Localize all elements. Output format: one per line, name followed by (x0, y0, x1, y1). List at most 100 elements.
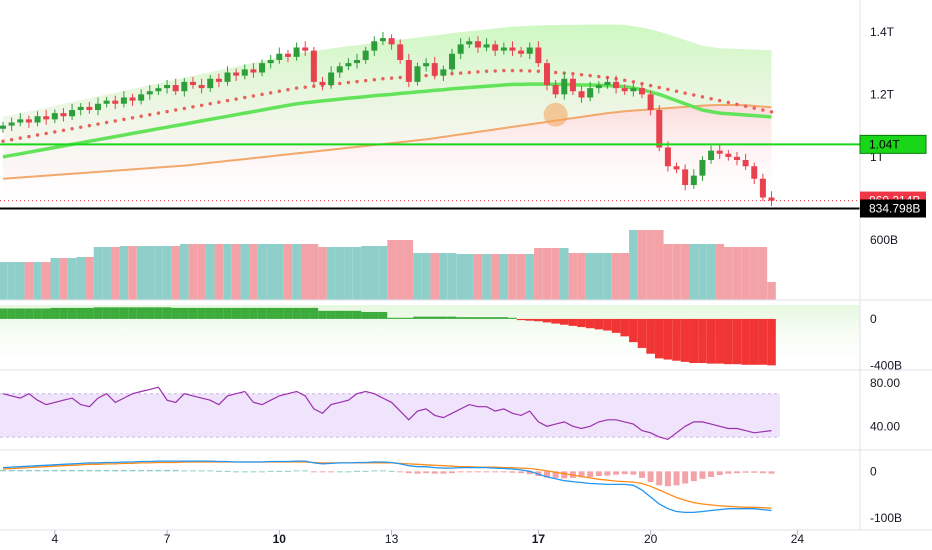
flow-bar (128, 307, 137, 319)
candle-body (17, 119, 24, 123)
candle-body (509, 47, 516, 51)
flow-bar (490, 317, 500, 319)
flow-bar (413, 316, 422, 319)
volume-bar (93, 247, 103, 300)
ma-dot (286, 87, 290, 92)
candle-body (725, 153, 732, 157)
ma-dot (139, 114, 143, 118)
ma-dot (96, 122, 100, 126)
macd-hist-bar (759, 471, 766, 474)
volume-bar (568, 253, 578, 300)
candle-body (120, 97, 127, 104)
flow-bar (585, 318, 595, 329)
candle-body (310, 50, 317, 82)
flow-bar (732, 318, 742, 365)
volume-bar (154, 246, 163, 300)
volume-bar (741, 247, 750, 300)
volume-bar (76, 257, 86, 300)
flow-panel (0, 305, 860, 374)
ma-dot (424, 73, 428, 78)
candle-body (51, 113, 58, 120)
flow-bar (525, 318, 535, 321)
volume-bar (378, 246, 388, 300)
candle-body (284, 53, 291, 57)
ma-dot (752, 106, 756, 110)
volume-bar (456, 254, 465, 300)
candle-body (751, 166, 758, 179)
volume-bar (464, 254, 474, 300)
flow-bar (162, 307, 172, 319)
candle-body (431, 63, 438, 76)
ma-dot (260, 92, 264, 97)
ma-dot (9, 137, 14, 142)
x-tick-label: 17 (532, 532, 546, 546)
macd-hist-bar (466, 471, 473, 473)
ma-dot (726, 100, 731, 105)
macd-hist-bar (483, 471, 490, 473)
candle-body (379, 38, 386, 42)
flow-bar (257, 307, 267, 319)
flow-bar (387, 317, 396, 319)
candle-body (34, 116, 41, 123)
macd-hist-bar (138, 469, 145, 472)
macd-hist-bar (630, 471, 637, 475)
flow-bar (680, 318, 690, 362)
ma-dot (61, 128, 66, 133)
volume-bar (672, 244, 681, 300)
volume-bar (663, 244, 673, 300)
volume-bar (611, 253, 621, 300)
rsi-panel (0, 386, 780, 440)
ma-dot (363, 78, 368, 83)
macd-tick-label: 0 (870, 464, 877, 478)
volume-bar (404, 240, 414, 300)
candle-body (69, 110, 76, 117)
macd-hist-bar (328, 471, 335, 473)
candle-body (457, 44, 464, 54)
ma-dot (761, 108, 765, 112)
candle-body (483, 44, 490, 48)
volume-bar (110, 247, 120, 300)
volume-bar (136, 246, 146, 300)
flow-bar (249, 307, 258, 319)
candle-body (544, 63, 551, 85)
macd-hist-bar (518, 471, 525, 474)
candle-body (241, 69, 248, 76)
flow-bar (629, 318, 638, 343)
macd-hist-bar (302, 470, 309, 472)
flow-bar (689, 318, 699, 364)
flow-bar (50, 307, 60, 319)
ma-dot (372, 77, 377, 82)
ma-dot (303, 85, 307, 89)
flow-bar (404, 317, 414, 319)
volume-bar (585, 253, 595, 300)
macd-hist-bar (673, 471, 680, 486)
macd-hist-bar (414, 471, 421, 474)
candle-body (345, 63, 352, 67)
candle-body (466, 41, 473, 45)
candle-body (569, 78, 576, 92)
candle-body (207, 78, 214, 89)
candle-body (492, 44, 499, 51)
flow-bar (577, 318, 586, 328)
volume-bar (50, 258, 60, 300)
candle-body (138, 94, 145, 101)
candle-body (690, 175, 697, 185)
volume-bar (67, 258, 77, 300)
ma-dot (528, 69, 532, 73)
flow-bar (473, 317, 483, 319)
ma-dot (113, 119, 117, 123)
volume-bar (395, 240, 405, 300)
candle-body (146, 91, 153, 95)
ma-dot (398, 75, 402, 80)
volume-bar (698, 244, 707, 300)
candle-body (112, 100, 119, 104)
macd-hist-bar (0, 469, 6, 472)
volume-bar (706, 244, 716, 300)
flow-bar (59, 307, 68, 319)
ma-dot (484, 69, 489, 73)
flow-bar (568, 318, 578, 326)
ma-dot (536, 69, 541, 73)
flow-bar (516, 318, 526, 321)
flow-bar (110, 307, 120, 319)
